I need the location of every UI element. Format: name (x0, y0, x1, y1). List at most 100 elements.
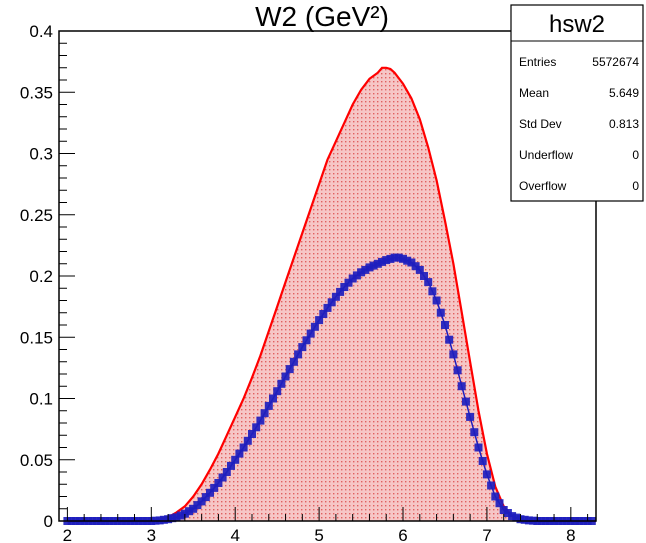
stats-value-entries: 5572674 (592, 55, 639, 69)
blue-marker (512, 513, 521, 522)
blue-marker (520, 515, 529, 524)
blue-marker (365, 263, 374, 272)
blue-marker (478, 457, 487, 465)
blue-marker (508, 512, 517, 521)
blue-marker (449, 350, 458, 359)
x-tick-label: 5 (314, 526, 323, 543)
red-histogram-fill (67, 67, 596, 522)
stats-value-std-dev: 0.813 (609, 117, 639, 131)
blue-marker (298, 343, 307, 352)
blue-marker (407, 258, 416, 267)
blue-marker (218, 473, 227, 482)
blue-marker (306, 329, 315, 338)
blue-marker (386, 254, 395, 263)
blue-marker (415, 265, 424, 274)
blue-marker (197, 497, 206, 506)
blue-marker (399, 254, 407, 263)
blue-marker (315, 316, 324, 325)
blue-marker (176, 511, 185, 520)
stats-value-overflow: 0 (632, 179, 639, 193)
y-tick-label: 0.1 (29, 390, 53, 409)
blue-marker (336, 287, 345, 296)
blue-marker (323, 303, 332, 312)
blue-marker (382, 256, 391, 265)
blue-marker (319, 310, 328, 318)
blue-marker (453, 366, 462, 375)
blue-marker (281, 372, 290, 381)
y-tick-label: 0.05 (20, 451, 53, 470)
blue-marker (252, 423, 261, 432)
blue-marker (357, 268, 366, 277)
blue-marker (168, 514, 177, 523)
x-tick-label: 3 (147, 526, 156, 543)
blue-marker (222, 468, 231, 476)
blue-marker (310, 322, 319, 331)
blue-marker (289, 357, 298, 366)
blue-marker (340, 283, 349, 291)
red-histogram-outline (67, 66, 596, 523)
stats-label-entries: Entries (519, 55, 556, 69)
stats-label-mean: Mean (519, 86, 549, 100)
y-tick-label: 0.3 (29, 145, 53, 164)
blue-marker (499, 506, 508, 514)
blue-marker (457, 382, 466, 391)
blue-marker (235, 449, 244, 458)
x-tick-label: 6 (398, 526, 407, 543)
blue-marker (495, 499, 504, 508)
chart-title: W2 (GeV²) (255, 1, 389, 32)
stats-label-underflow: Underflow (519, 148, 573, 162)
y-tick-label: 0.4 (29, 22, 53, 41)
blue-marker (302, 336, 311, 345)
blue-marker (441, 321, 449, 329)
x-tick-label: 2 (63, 526, 72, 543)
blue-marker (373, 259, 382, 268)
blue-marker (428, 287, 437, 296)
blue-marker (482, 470, 491, 479)
blue-marker (378, 257, 386, 266)
stats-value-mean: 5.649 (609, 86, 639, 100)
blue-marker (445, 335, 454, 344)
stats-box: hsw2 Entries 5572674 Mean 5.649 Std Dev … (510, 4, 644, 202)
stats-label-std-dev: Std Dev (519, 117, 562, 131)
blue-marker (394, 253, 403, 262)
blue-marker (436, 308, 445, 317)
y-tick-label: 0 (44, 512, 53, 531)
blue-marker (180, 509, 189, 518)
blue-marker (491, 492, 500, 501)
y-tick-label: 0.25 (20, 206, 53, 225)
blue-marker (327, 298, 336, 307)
blue-marker (269, 394, 277, 403)
y-tick-label: 0.35 (20, 83, 53, 102)
stats-box-frame (510, 4, 644, 202)
y-tick-label: 0.2 (29, 267, 53, 286)
blue-marker (214, 479, 223, 487)
blue-marker (466, 412, 475, 421)
blue-marker (231, 455, 240, 464)
blue-marker (260, 409, 269, 418)
blue-marker (243, 436, 252, 445)
y-tick-label: 0.15 (20, 328, 53, 347)
x-tick-label: 4 (230, 526, 239, 543)
blue-marker (193, 501, 202, 510)
blue-marker (331, 292, 340, 301)
blue-marker (294, 350, 303, 359)
x-tick-label: 8 (566, 526, 575, 543)
blue-marker (189, 504, 198, 513)
stats-value-underflow: 0 (632, 148, 639, 162)
blue-marker (285, 365, 294, 374)
blue-marker (172, 513, 181, 522)
blue-marker (487, 481, 496, 490)
blue-marker (411, 262, 420, 271)
blue-marker (239, 443, 248, 452)
blue-marker (206, 488, 214, 497)
blue-marker (264, 401, 273, 410)
x-tick-label: 7 (482, 526, 491, 543)
blue-marker (201, 493, 210, 502)
stats-label-overflow: Overflow (519, 179, 567, 193)
stats-box-title: hsw2 (549, 11, 605, 38)
axes-layer: 2 3 4 5 6 7 8 0 0.05 0.1 0.15 0.2 0.25 0.3 0.35 0.4 (20, 22, 589, 543)
blue-marker (210, 483, 219, 492)
blue-marker (227, 461, 235, 470)
blue-marker (361, 265, 370, 274)
